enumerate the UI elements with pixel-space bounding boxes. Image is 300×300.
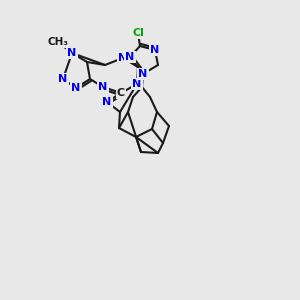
Text: N: N	[68, 48, 76, 58]
Text: Cl: Cl	[132, 28, 144, 38]
Text: N: N	[98, 82, 108, 92]
Text: C: C	[117, 88, 125, 98]
Text: N: N	[118, 53, 127, 63]
Text: N: N	[71, 83, 81, 93]
Text: N: N	[132, 79, 142, 89]
Text: N: N	[58, 74, 68, 84]
Text: N: N	[138, 69, 148, 79]
Text: N: N	[102, 97, 112, 107]
Text: CH₃: CH₃	[47, 37, 68, 47]
Text: N: N	[125, 52, 135, 62]
Text: N: N	[150, 45, 160, 55]
